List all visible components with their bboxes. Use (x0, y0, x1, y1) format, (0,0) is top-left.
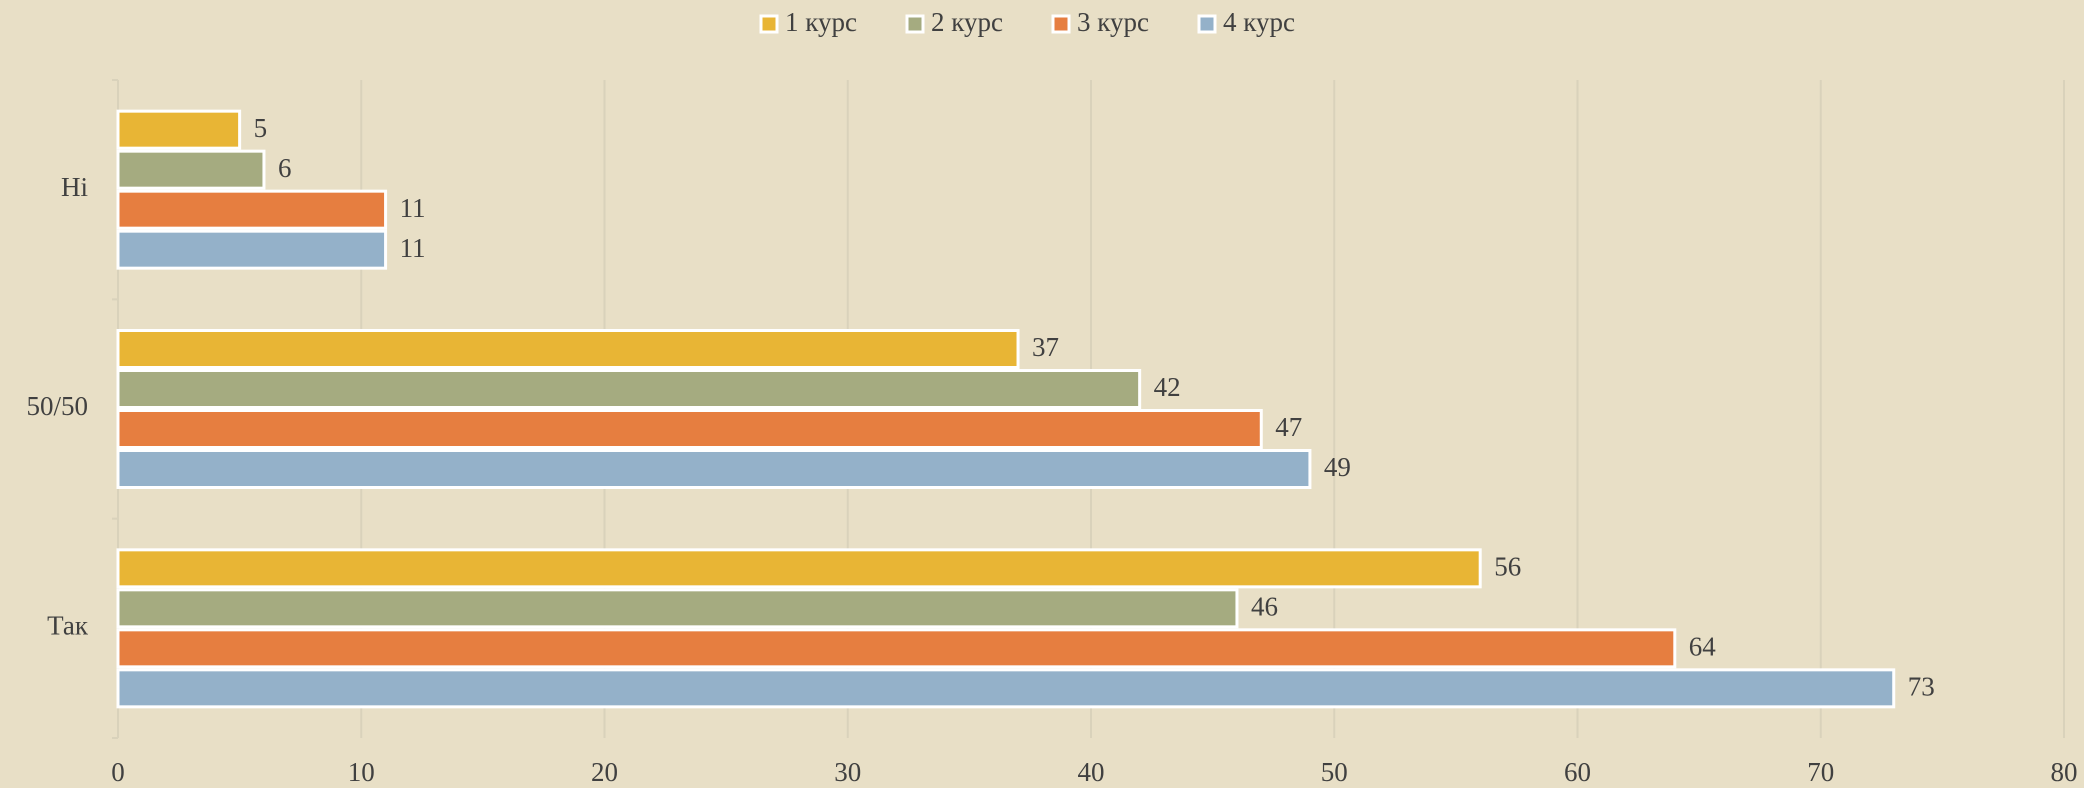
data-label: 11 (400, 233, 426, 263)
y-tick-label: 50/50 (26, 391, 88, 421)
legend-label: 3 курс (1077, 7, 1149, 37)
legend-label: 4 курс (1223, 7, 1295, 37)
data-label: 73 (1908, 672, 1935, 702)
bar (116, 628, 1677, 669)
data-label: 37 (1032, 332, 1059, 362)
legend-swatch (759, 14, 779, 34)
bar (116, 109, 242, 150)
data-label: 46 (1251, 592, 1278, 622)
bar (116, 668, 1896, 709)
x-tick-label: 30 (834, 757, 861, 787)
data-label: 56 (1494, 552, 1521, 582)
data-label: 49 (1324, 452, 1351, 482)
data-label: 11 (400, 193, 426, 223)
y-tick-label: Ні (61, 172, 88, 202)
x-tick-label: 40 (1078, 757, 1105, 787)
bar (116, 588, 1239, 629)
x-tick-label: 20 (591, 757, 618, 787)
data-label: 47 (1275, 412, 1302, 442)
bar (116, 409, 1263, 449)
bar (116, 189, 388, 230)
x-tick-label: 60 (1564, 757, 1591, 787)
legend-swatch (1197, 14, 1217, 34)
x-tick-label: 0 (111, 757, 125, 787)
data-label: 5 (254, 113, 268, 143)
legend-swatch (905, 14, 925, 34)
y-tick-label: Так (47, 611, 89, 641)
data-label: 6 (278, 153, 292, 183)
bar (116, 548, 1482, 589)
data-label: 64 (1689, 632, 1717, 662)
bar (116, 229, 388, 270)
bar (116, 449, 1312, 489)
legend-label: 1 курс (785, 7, 857, 37)
x-tick-label: 10 (348, 757, 375, 787)
bar (116, 369, 1142, 409)
legend-swatch (1051, 14, 1071, 34)
x-tick-label: 50 (1321, 757, 1348, 787)
x-tick-label: 70 (1807, 757, 1834, 787)
legend-label: 2 курс (931, 7, 1003, 37)
bar (116, 329, 1020, 369)
bar (116, 149, 266, 190)
data-label: 42 (1154, 372, 1181, 402)
x-tick-label: 80 (2051, 757, 2078, 787)
